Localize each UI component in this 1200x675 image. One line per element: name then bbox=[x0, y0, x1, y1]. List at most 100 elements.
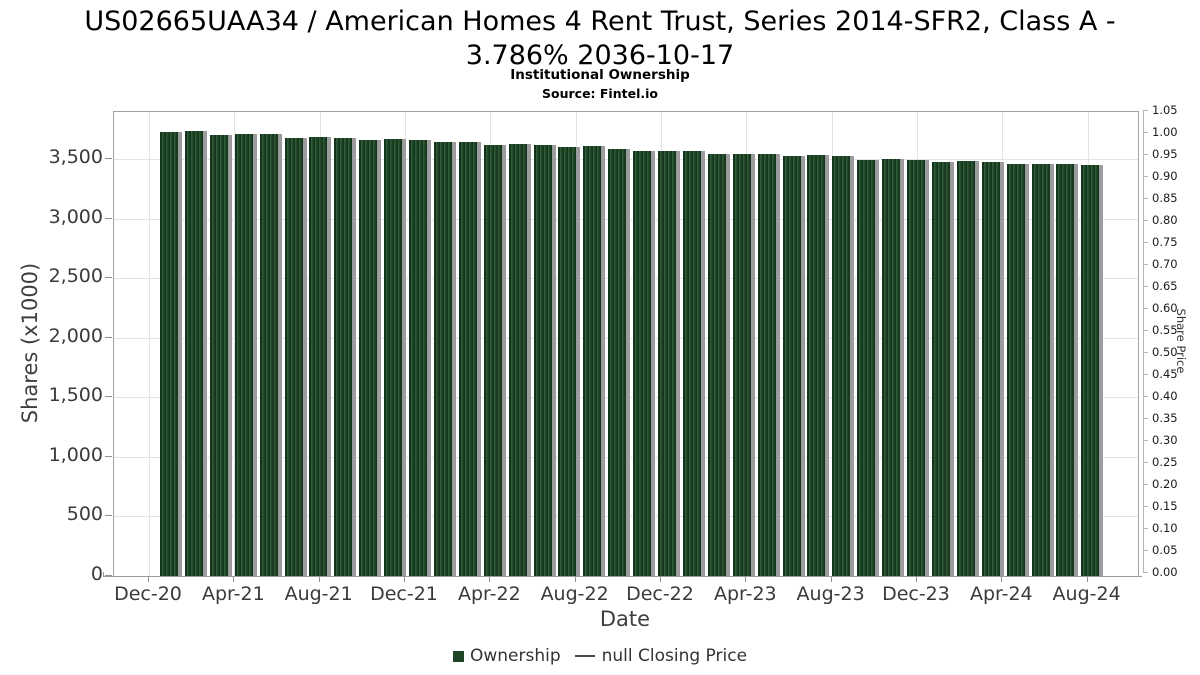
ownership-bar bbox=[433, 142, 456, 576]
gridline-vertical bbox=[831, 112, 833, 576]
x-axis-tick bbox=[915, 577, 917, 582]
ownership-bar bbox=[533, 144, 556, 576]
chart-subtitle: Institutional Ownership bbox=[510, 67, 690, 83]
x-axis-tick bbox=[489, 577, 491, 582]
ownership-bar bbox=[558, 147, 581, 576]
x-axis-tick-label: Aug-22 bbox=[540, 583, 609, 605]
x-axis-tick-label: Apr-22 bbox=[457, 583, 521, 605]
y-axis-tick-right bbox=[1144, 176, 1148, 177]
y-axis-tick-right bbox=[1144, 308, 1148, 309]
y-axis-tick-label-right: 0.30 bbox=[1152, 432, 1178, 447]
x-axis-tick bbox=[403, 577, 405, 582]
ownership-bar bbox=[907, 159, 929, 576]
y-axis-tick-label-left: 3,500 bbox=[48, 146, 103, 168]
y-axis-tick-right bbox=[1144, 484, 1148, 485]
x-axis-tick bbox=[233, 577, 235, 582]
x-axis-tick-label: Aug-24 bbox=[1052, 583, 1121, 605]
y-axis-tick-right bbox=[1144, 132, 1148, 133]
ownership-bar bbox=[1006, 164, 1029, 576]
x-axis-title: Date bbox=[599, 607, 651, 631]
y-axis-tick-label-right: 0.10 bbox=[1152, 520, 1178, 535]
ownership-bar bbox=[832, 156, 855, 576]
y-axis-tick-right bbox=[1144, 198, 1148, 199]
ownership-bar bbox=[633, 151, 656, 576]
x-axis-line bbox=[103, 576, 1142, 577]
y-axis-tick-left bbox=[105, 277, 112, 279]
ownership-bar bbox=[508, 144, 531, 576]
x-axis-tick bbox=[1001, 577, 1003, 582]
x-axis-tick-label: Aug-21 bbox=[284, 583, 353, 605]
y-axis-tick-label-right: 0.20 bbox=[1152, 476, 1178, 491]
x-axis-left-cap bbox=[103, 572, 104, 577]
y-axis-tick-label-left: 500 bbox=[66, 503, 103, 526]
gridline-vertical bbox=[149, 112, 150, 576]
ownership-bar bbox=[583, 146, 606, 576]
y-axis-tick-label-left: 3,000 bbox=[48, 205, 103, 228]
x-axis-tick-label: Apr-24 bbox=[969, 583, 1033, 605]
y-axis-tick-right bbox=[1144, 418, 1148, 419]
x-axis-tick-label: Apr-21 bbox=[201, 583, 265, 605]
ownership-bar bbox=[309, 136, 332, 576]
ownership-bar bbox=[981, 161, 1004, 576]
ownership-bar bbox=[782, 156, 805, 576]
y-axis-tick-left bbox=[105, 515, 112, 517]
x-axis-tick bbox=[745, 577, 747, 582]
y-axis-tick-label-right: 0.45 bbox=[1152, 366, 1178, 381]
chart-title: US02665UAA34 / American Homes 4 Rent Tru… bbox=[0, 5, 1200, 73]
legend-line-swatch-icon bbox=[574, 654, 595, 658]
plot-area bbox=[113, 111, 1139, 577]
y-axis-tick-label-right: 0.05 bbox=[1152, 542, 1178, 557]
y-axis-tick-label-left: 2,000 bbox=[48, 324, 103, 347]
y-axis-tick-label-right: 0.80 bbox=[1152, 212, 1178, 227]
ownership-bar bbox=[732, 153, 755, 576]
ownership-bar bbox=[857, 159, 880, 576]
y-axis-tick-right bbox=[1144, 242, 1148, 243]
y-axis-tick-right bbox=[1144, 154, 1148, 155]
y-axis-tick-right bbox=[1144, 352, 1148, 353]
source-credit: Source: Fintel.io bbox=[542, 86, 658, 101]
x-axis-tick bbox=[830, 577, 832, 582]
y-axis-tick-right bbox=[1144, 264, 1148, 265]
x-axis-tick bbox=[318, 577, 320, 582]
y-axis-tick-right bbox=[1144, 462, 1148, 463]
ownership-bar bbox=[409, 139, 431, 576]
ownership-bar bbox=[458, 142, 481, 576]
y-axis-tick-right bbox=[1144, 528, 1148, 529]
x-axis-tick-label: Dec-20 bbox=[114, 583, 182, 605]
y-axis-tick-label-left: 1,000 bbox=[48, 443, 103, 466]
y-axis-tick-label-left: 1,500 bbox=[48, 384, 103, 407]
legend-price-label: null Closing Price bbox=[601, 646, 748, 666]
ownership-bar bbox=[882, 159, 905, 576]
y-axis-tick-label-right: 0.55 bbox=[1152, 322, 1178, 337]
y-axis-tick-label-right: 1.00 bbox=[1152, 124, 1178, 139]
y-axis-tick-label-right: 0.15 bbox=[1152, 498, 1178, 513]
y-axis-tick-left bbox=[105, 336, 112, 338]
y-axis-tick-right bbox=[1144, 506, 1148, 507]
ownership-bar bbox=[160, 131, 182, 576]
ownership-bar bbox=[1081, 164, 1104, 576]
ownership-bar bbox=[234, 133, 257, 576]
y-axis-tick-right bbox=[1144, 110, 1148, 111]
ownership-bar bbox=[956, 161, 979, 576]
x-axis-tick-label: Dec-21 bbox=[370, 583, 438, 605]
y-axis-tick-right bbox=[1144, 330, 1148, 331]
y-axis-tick-label-right: 1.05 bbox=[1152, 102, 1178, 117]
ownership-bar bbox=[757, 154, 780, 576]
y-axis-tick-left bbox=[105, 575, 112, 576]
x-axis-tick-label: Dec-22 bbox=[626, 583, 694, 605]
x-axis-tick-label: Dec-23 bbox=[882, 583, 950, 605]
y-axis-line-right bbox=[1143, 110, 1144, 573]
x-axis-tick bbox=[659, 577, 661, 582]
ownership-bar bbox=[334, 137, 357, 576]
legend-bar-swatch-icon bbox=[452, 650, 464, 662]
y-axis-tick-label-right: 0.50 bbox=[1152, 344, 1178, 359]
y-axis-tick-left bbox=[105, 455, 112, 457]
y-axis-tick-label-left: 0 bbox=[90, 563, 103, 585]
ownership-bar bbox=[707, 153, 730, 576]
y-axis-tick-label-right: 0.25 bbox=[1152, 454, 1178, 469]
y-axis-tick-label-right: 0.35 bbox=[1152, 410, 1178, 425]
y-axis-tick-label-left: 2,500 bbox=[48, 265, 103, 288]
legend-ownership-label: Ownership bbox=[469, 646, 561, 666]
y-axis-tick-label-right: 0.00 bbox=[1152, 564, 1178, 579]
ownership-bar bbox=[1056, 164, 1079, 576]
